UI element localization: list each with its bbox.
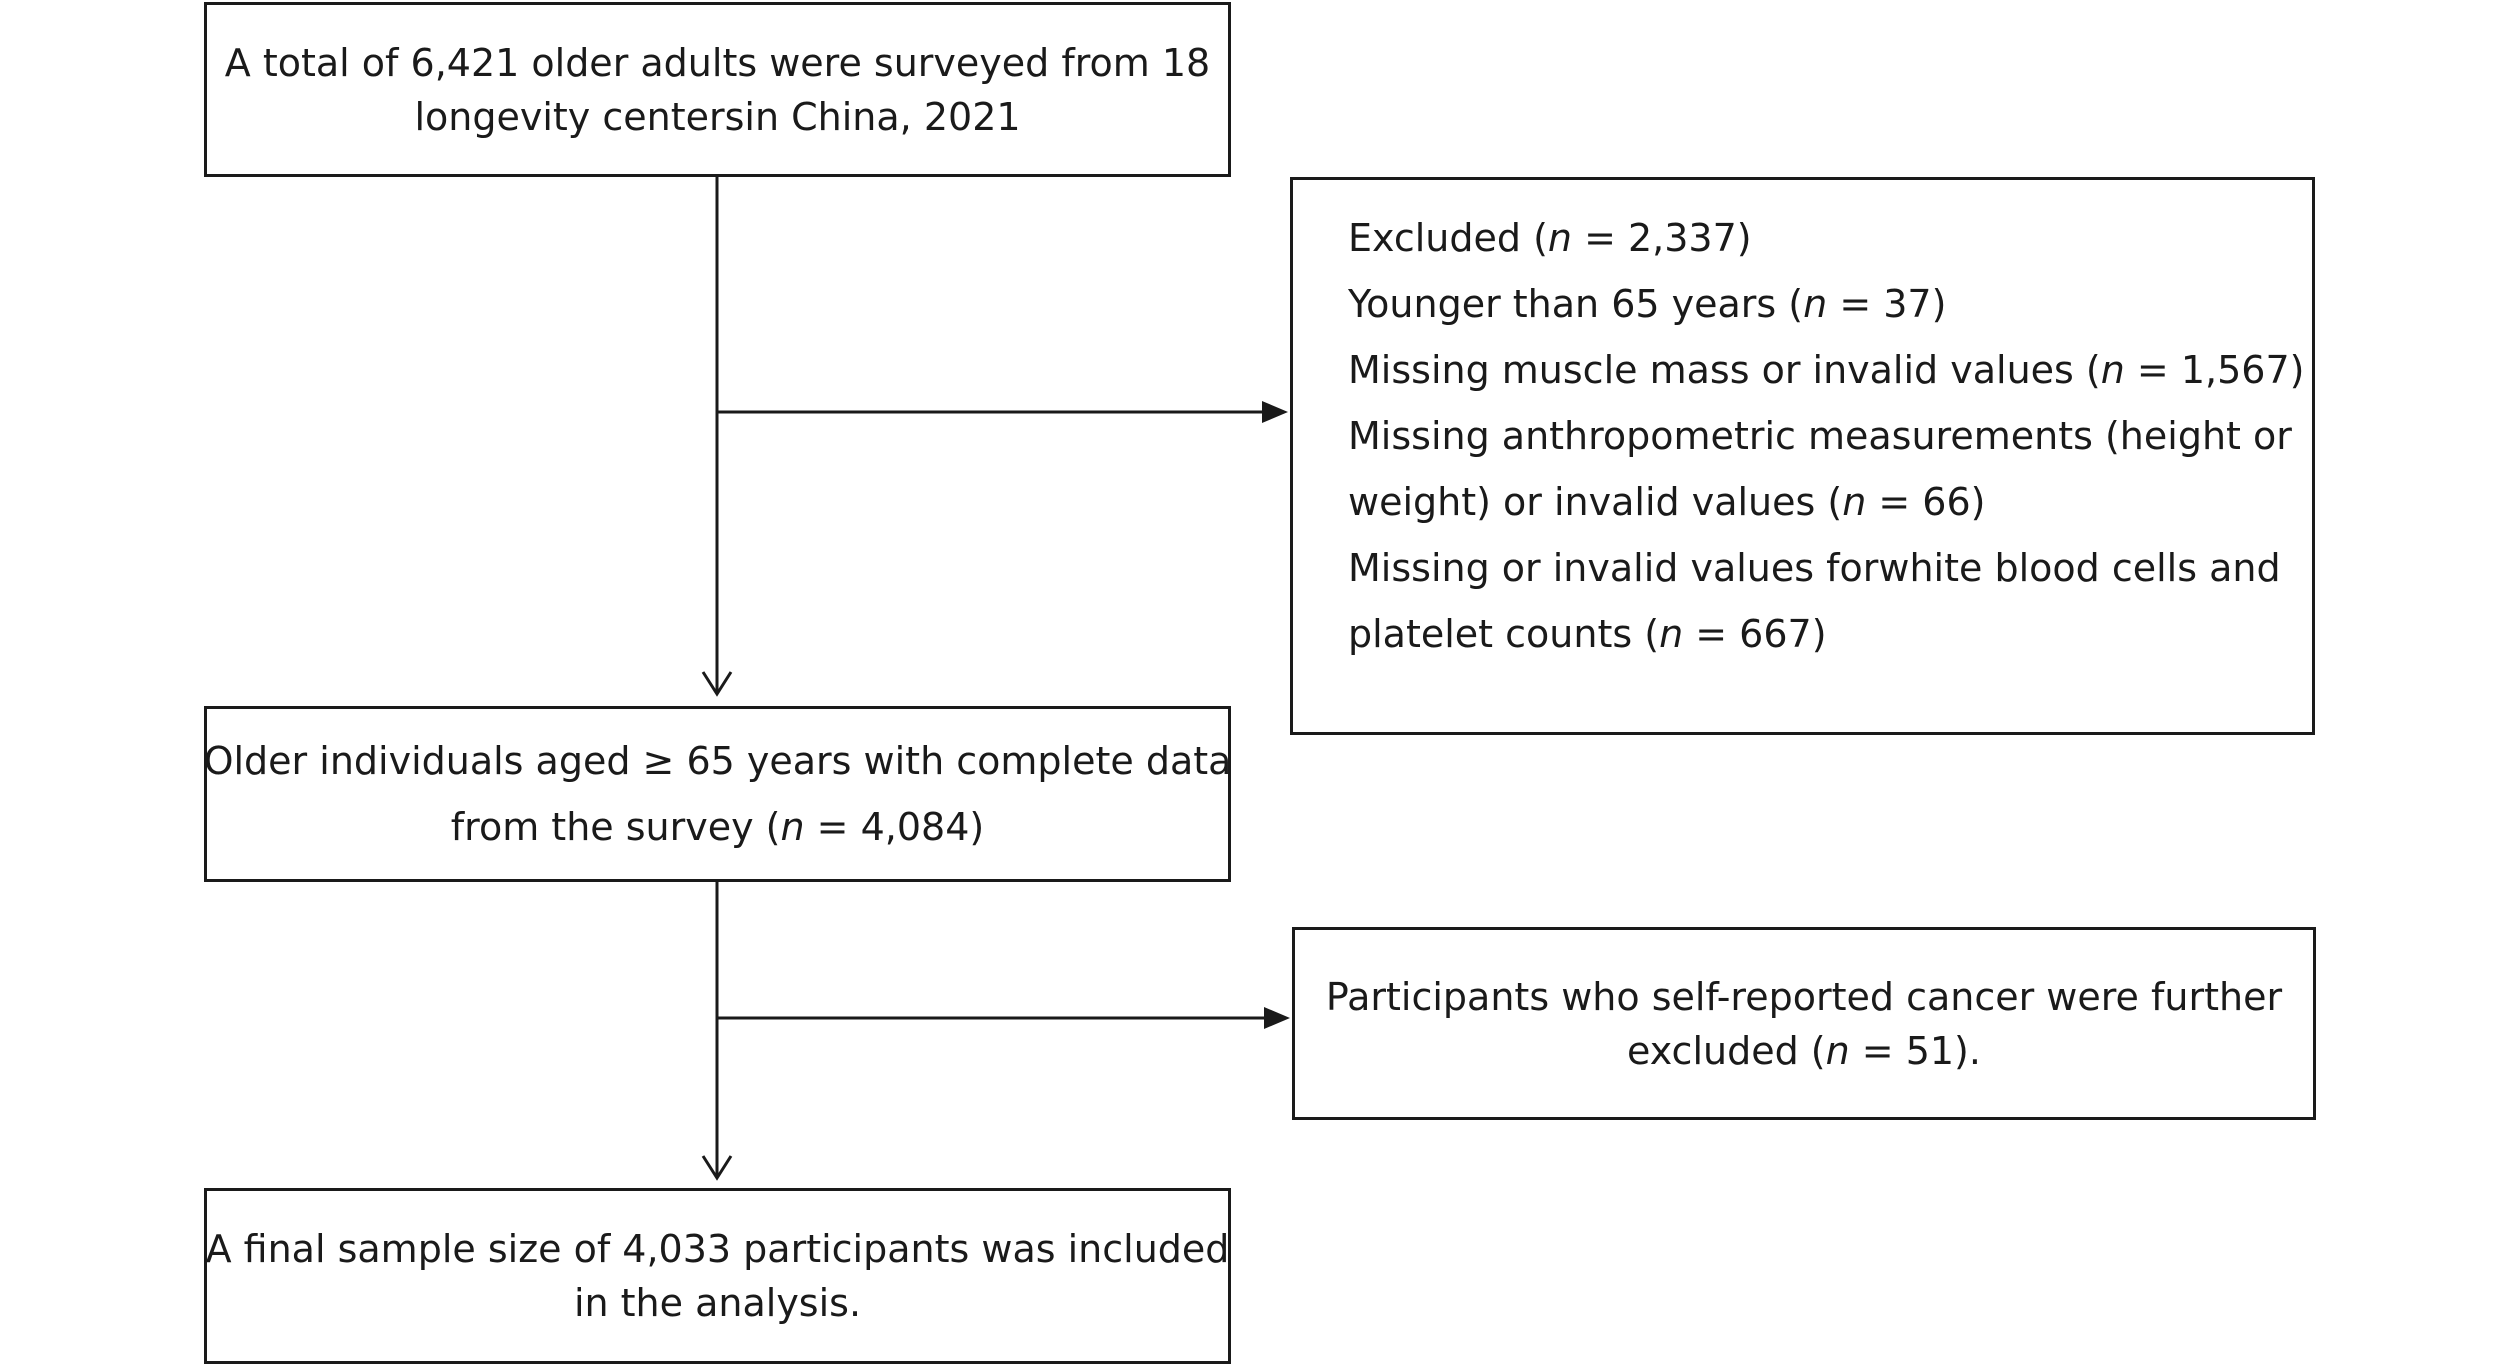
excluded-line-5: weight) or invalid values (n = 66) [1348,480,1986,524]
excluded-line-6: Missing or invalid values forwhite blood… [1348,546,2281,590]
solid-arrowhead-excluded [1262,401,1288,423]
box-final-sample: A final sample size of 4,033 participant… [204,1188,1231,1364]
solid-arrowhead-cancer [1264,1007,1290,1029]
cancer-line-2: excluded (n = 51). [1627,1028,1981,1073]
open-arrowhead-down [701,671,733,697]
open-arrowhead-down-2 [701,1155,733,1181]
excluded-line-7: platelet counts (n = 667) [1348,612,1827,656]
cancer-line-1: Participants who self-reported cancer we… [1325,974,2283,1019]
surveyed-line-1: A total of 6,421 older adults were surve… [224,40,1211,85]
box-excluded: Excluded (n = 2,337) Younger than 65 yea… [1290,177,2315,735]
complete-line-1: Older individuals aged ≥ 65 years with c… [203,739,1232,783]
final-line-1: A final sample size of 4,033 participant… [205,1227,1230,1271]
box-complete-data: Older individuals aged ≥ 65 years with c… [204,706,1231,882]
final-line-2: in the analysis. [573,1281,862,1325]
complete-line-2: from the survey (n = 4,084) [450,805,985,849]
box-cancer-excluded: Participants who self-reported cancer we… [1292,927,2316,1120]
box-surveyed: A total of 6,421 older adults were surve… [204,2,1231,177]
excluded-line-2: Younger than 65 years (n = 37) [1348,282,1947,326]
excluded-line-3: Missing muscle mass or invalid values (n… [1348,348,2305,392]
excluded-line-1: Excluded (n = 2,337) [1348,216,1752,260]
surveyed-line-2: longevity centersin China, 2021 [414,94,1021,139]
excluded-line-4: Missing anthropometric measurements (hei… [1348,414,2292,458]
